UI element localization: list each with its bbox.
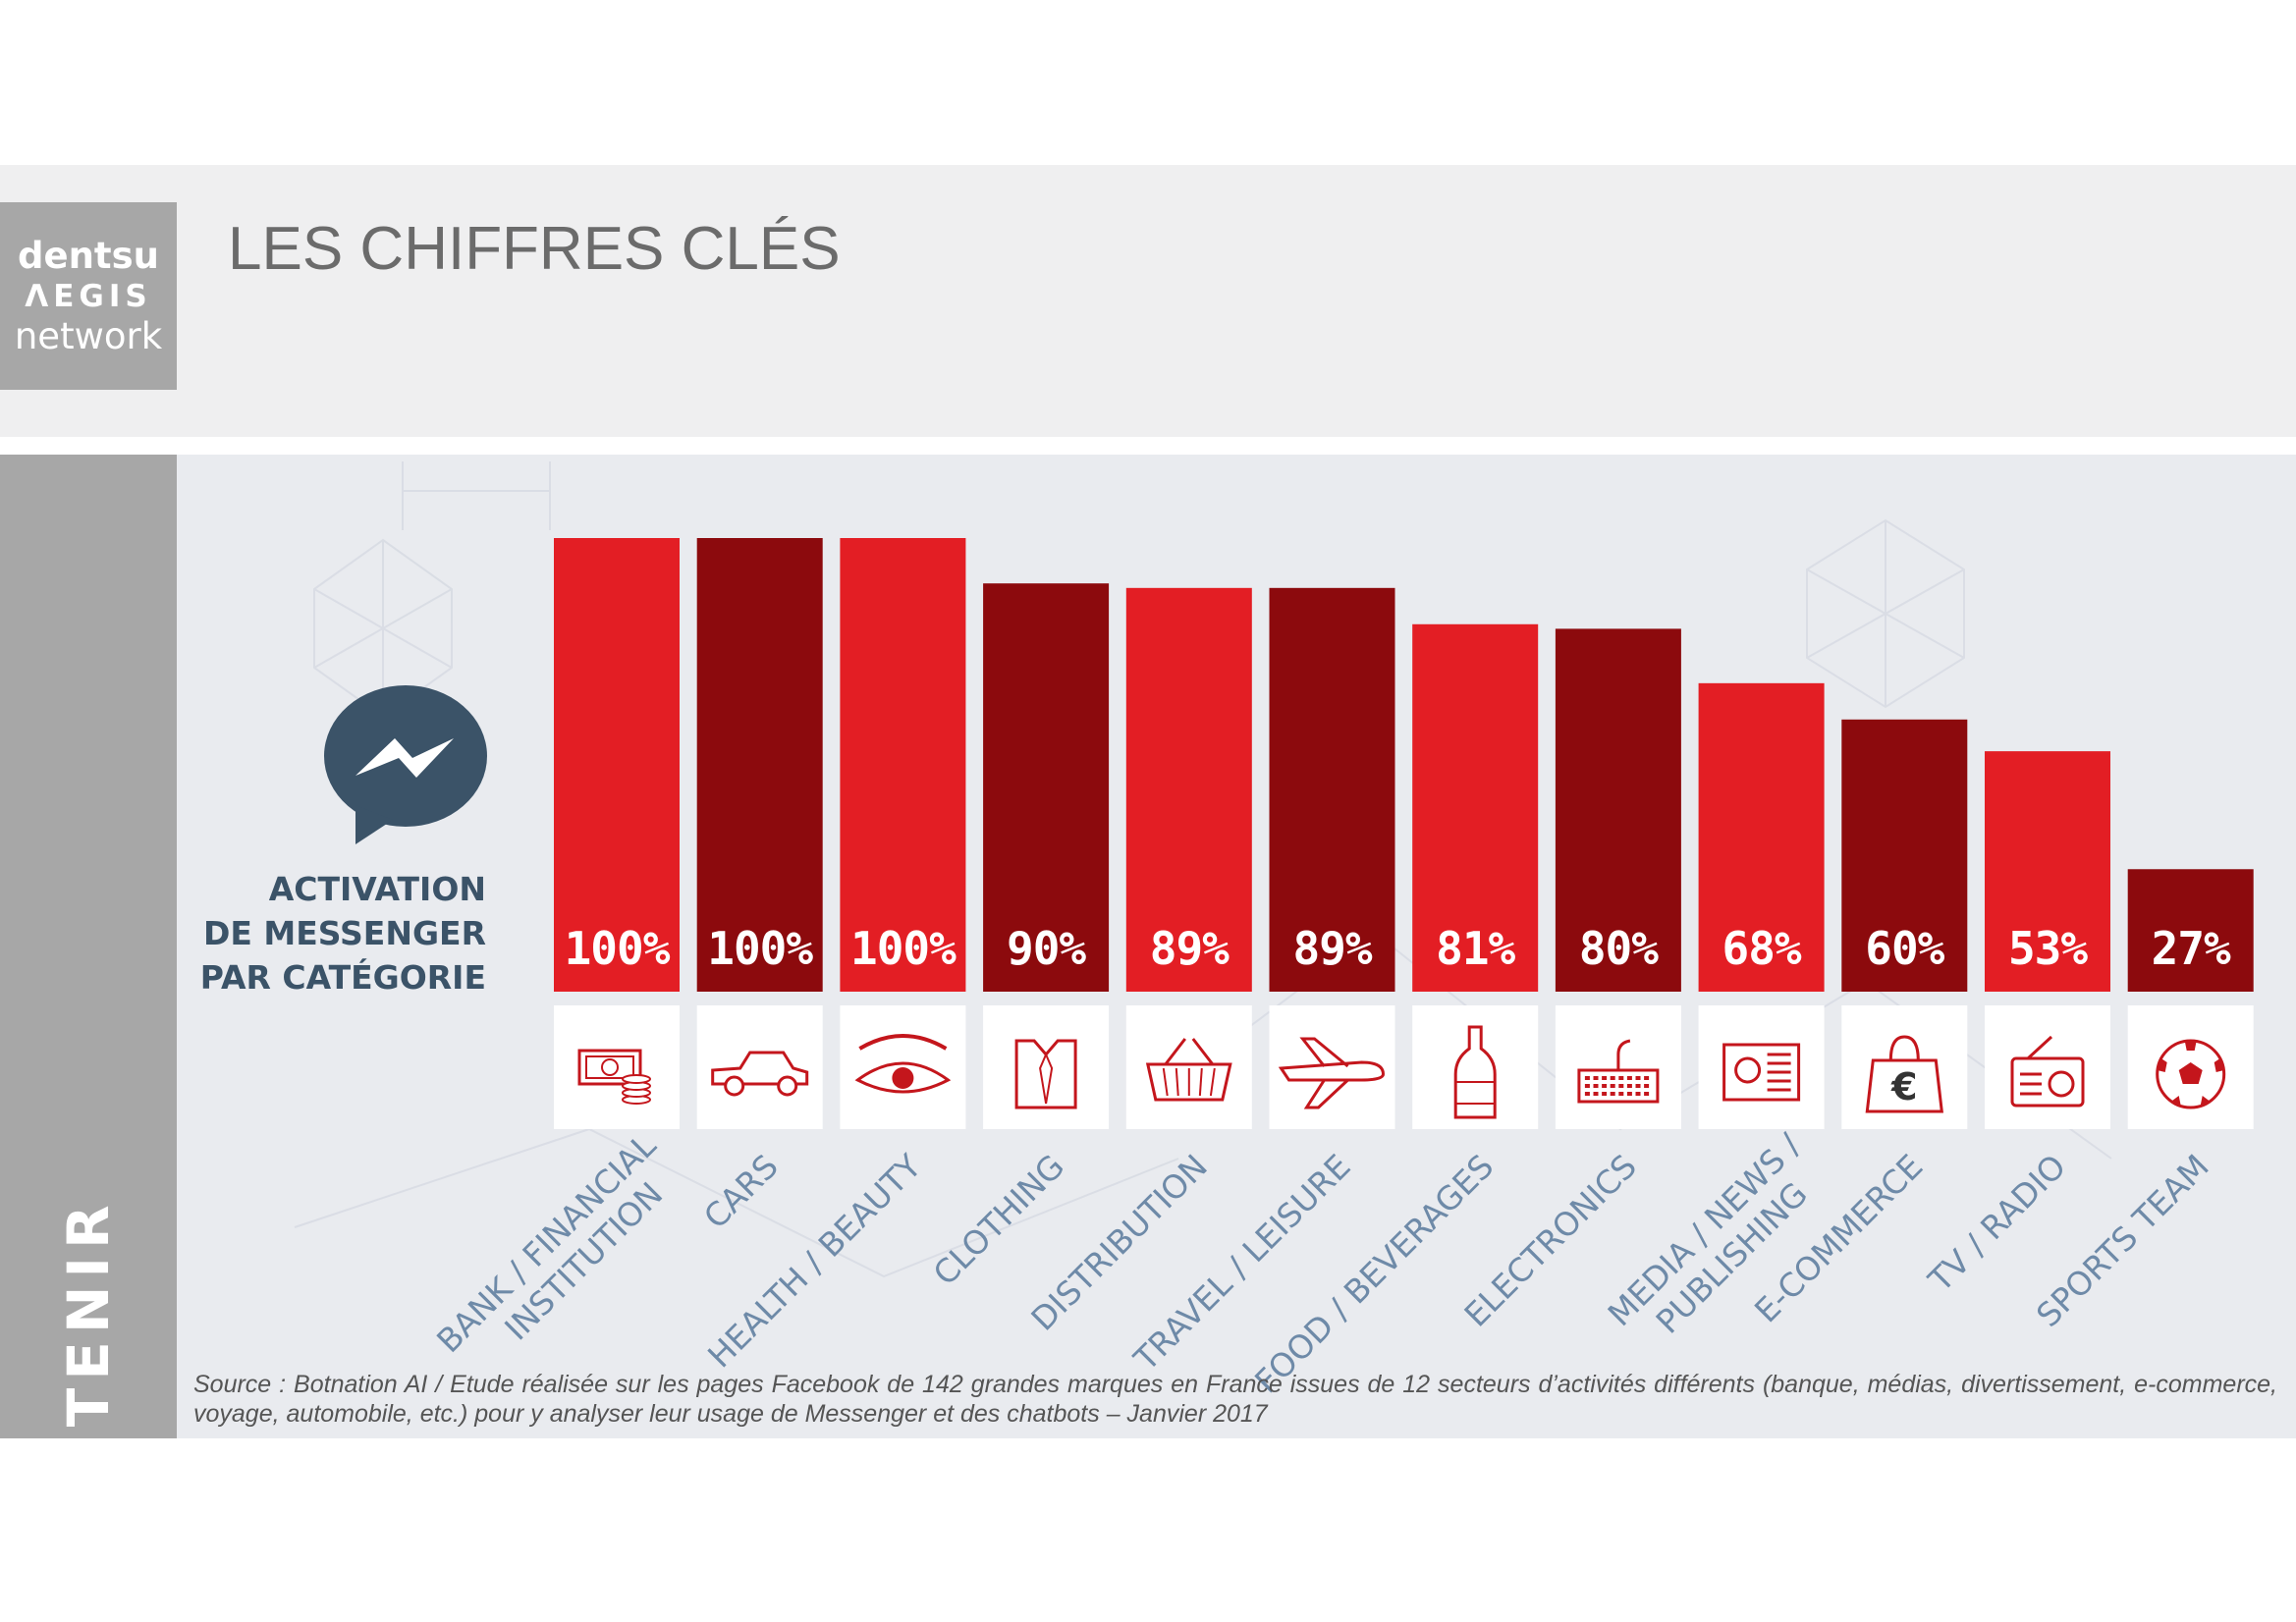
plane-icon [1278, 1037, 1386, 1109]
value-label: 100% [707, 922, 813, 975]
value-label: 68% [1722, 922, 1802, 975]
bar [1841, 719, 1968, 992]
shirt-icon [1014, 1039, 1077, 1109]
icon-card [1841, 1005, 1968, 1129]
logo-line-1: dentsu [18, 234, 159, 277]
value-label: 90% [1007, 922, 1086, 975]
car-icon [711, 1051, 809, 1097]
source-note: Source : Botnation AI / Etude réalisée s… [193, 1371, 2277, 1428]
chart-caption-line-3: PAR CATÉGORIE [199, 958, 486, 997]
category-label: CARS [696, 1147, 786, 1236]
icon-card [1125, 1005, 1252, 1129]
bar [1269, 587, 1395, 992]
value-label: 89% [1292, 922, 1372, 975]
category-label: MEDIA / NEWS /PUBLISHING [1601, 1125, 1836, 1361]
value-label: 60% [1865, 922, 1944, 975]
value-label: 100% [565, 922, 671, 975]
svg-text:€: € [1890, 1065, 1917, 1108]
value-label: 80% [1579, 922, 1659, 975]
bar [1412, 623, 1539, 992]
keyboard-icon [1577, 1039, 1660, 1104]
eye-icon [854, 1034, 952, 1094]
bar [554, 538, 680, 992]
value-label: 27% [2152, 922, 2231, 975]
bar [1555, 628, 1681, 992]
logo-line-2: ΛEGIS [25, 278, 152, 314]
value-label: 100% [850, 922, 957, 975]
logo-line-3: network [14, 314, 163, 357]
icon-card [696, 1005, 823, 1129]
page-title: LES CHIFFRES CLÉS [228, 215, 841, 283]
icon-cards-layer: € [554, 1005, 2254, 1129]
value-label: 81% [1436, 922, 1515, 975]
messenger-icon [324, 685, 487, 844]
bar [2127, 869, 2254, 992]
icon-card [1985, 1005, 2110, 1129]
value-label: 89% [1150, 922, 1230, 975]
icon-card [1412, 1005, 1539, 1129]
category-label: BANK / FINANCIALINSTITUTION [429, 1125, 691, 1387]
header-band [0, 165, 2296, 437]
chart-caption: ACTIVATION DE MESSENGER PAR CATÉGORIE [200, 867, 486, 1000]
bar [1985, 751, 2110, 992]
bars-layer [554, 538, 2254, 992]
bar [1698, 682, 1825, 992]
dentsu-aegis-logo: dentsu ΛEGIS network [0, 202, 177, 390]
euro-bag-icon: € [1865, 1035, 1943, 1113]
chart-caption-line-2: DE MESSENGER [202, 914, 486, 952]
bottle-icon [1453, 1025, 1497, 1119]
bar [840, 538, 966, 992]
category-label: TV / RADIO [1920, 1147, 2073, 1300]
money-icon [577, 1049, 651, 1105]
chart-caption-line-1: ACTIVATION [268, 870, 486, 908]
category-label: CLOTHING [926, 1147, 1072, 1293]
value-label: 53% [2008, 922, 2088, 975]
basket-icon [1145, 1038, 1232, 1102]
category-label: FOOD / BEVERAGES [1247, 1147, 1501, 1400]
icon-card [1698, 1005, 1825, 1129]
icon-card [983, 1005, 1110, 1129]
side-tab: À RETENIR [0, 455, 177, 1605]
radio-icon [2010, 1035, 2085, 1108]
value-labels-layer: 100% 100% 100% 90% 89% 89% 81% 80% 68% 60% 53% 27% [565, 922, 2232, 975]
bar [696, 538, 823, 992]
soccer-ball-icon [2156, 1039, 2226, 1109]
newspaper-icon [1722, 1043, 1801, 1102]
bar [983, 583, 1110, 992]
bar [1125, 587, 1252, 992]
